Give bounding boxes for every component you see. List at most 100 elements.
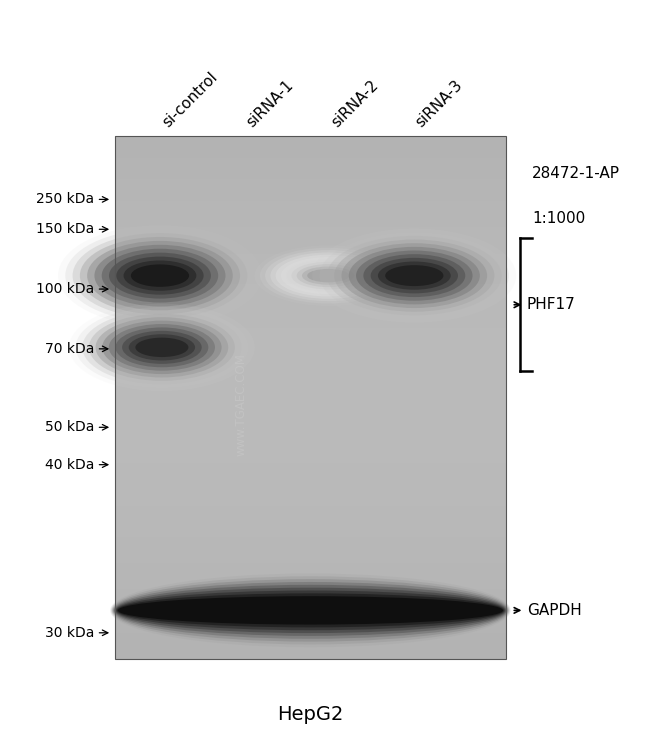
Bar <box>114 480 506 484</box>
Bar <box>114 655 506 659</box>
Bar <box>114 410 506 415</box>
Bar <box>114 598 506 602</box>
Bar <box>114 292 506 297</box>
Ellipse shape <box>83 310 242 384</box>
Bar <box>114 572 506 576</box>
Bar <box>114 371 506 376</box>
Ellipse shape <box>302 266 354 285</box>
Text: 30 kDa: 30 kDa <box>45 626 94 640</box>
Bar <box>114 446 506 450</box>
Bar <box>114 428 506 432</box>
Bar <box>114 602 506 607</box>
Ellipse shape <box>112 579 509 641</box>
Bar <box>114 568 506 572</box>
Text: 250 kDa: 250 kDa <box>36 193 94 206</box>
Bar <box>114 197 506 201</box>
Bar <box>114 175 506 179</box>
Bar <box>114 611 506 615</box>
Ellipse shape <box>75 307 248 388</box>
Text: 40 kDa: 40 kDa <box>45 458 94 472</box>
Bar <box>114 214 506 219</box>
Ellipse shape <box>102 321 222 374</box>
Bar <box>114 275 506 280</box>
Bar <box>114 284 506 289</box>
Bar <box>114 254 506 258</box>
Bar <box>114 424 506 428</box>
Bar <box>114 171 506 175</box>
Bar <box>114 162 506 166</box>
Bar <box>114 362 506 367</box>
Ellipse shape <box>265 250 391 302</box>
Bar <box>114 393 506 398</box>
Ellipse shape <box>291 262 365 290</box>
Ellipse shape <box>370 258 458 293</box>
Bar <box>114 554 506 559</box>
Bar <box>114 384 506 388</box>
Ellipse shape <box>117 593 504 628</box>
Bar <box>114 280 506 284</box>
Bar <box>114 367 506 371</box>
Ellipse shape <box>80 237 240 314</box>
Bar <box>114 227 506 232</box>
Ellipse shape <box>73 233 248 318</box>
Text: HepG2: HepG2 <box>278 706 344 724</box>
Ellipse shape <box>124 260 196 291</box>
Bar <box>114 624 506 628</box>
Bar <box>114 201 506 206</box>
Bar <box>114 223 506 227</box>
Bar <box>114 463 506 467</box>
Bar <box>114 436 506 441</box>
Bar <box>114 193 506 197</box>
Bar <box>114 328 506 332</box>
Bar <box>114 249 506 254</box>
Bar <box>114 166 506 171</box>
Bar <box>114 476 506 480</box>
Bar <box>114 153 506 158</box>
Ellipse shape <box>334 239 495 312</box>
Bar <box>114 323 506 328</box>
Ellipse shape <box>320 232 509 319</box>
Ellipse shape <box>260 248 396 304</box>
Bar <box>114 380 506 384</box>
Bar <box>114 607 506 611</box>
Text: si-control: si-control <box>160 69 221 130</box>
Bar <box>114 450 506 454</box>
Ellipse shape <box>385 266 443 286</box>
Ellipse shape <box>281 257 376 294</box>
Bar <box>114 550 506 554</box>
Ellipse shape <box>129 334 195 361</box>
Ellipse shape <box>276 255 381 296</box>
Bar <box>114 502 506 506</box>
Ellipse shape <box>69 304 255 391</box>
Text: siRNA-2: siRNA-2 <box>328 77 381 130</box>
Bar <box>114 236 506 241</box>
Bar <box>114 262 506 267</box>
Bar <box>114 454 506 458</box>
Bar <box>114 376 506 380</box>
Bar <box>114 267 506 271</box>
Bar <box>114 467 506 472</box>
Ellipse shape <box>111 574 511 647</box>
Bar <box>114 489 506 494</box>
Bar <box>114 302 506 306</box>
Ellipse shape <box>116 256 203 295</box>
Ellipse shape <box>341 243 487 308</box>
Ellipse shape <box>135 338 188 357</box>
Ellipse shape <box>65 229 255 322</box>
Ellipse shape <box>116 328 209 368</box>
Bar <box>114 585 506 590</box>
Bar <box>114 498 506 502</box>
Bar <box>114 232 506 236</box>
Bar <box>114 210 506 214</box>
Text: PHF17: PHF17 <box>527 297 576 312</box>
Bar <box>114 184 506 188</box>
Bar <box>114 576 506 580</box>
Ellipse shape <box>313 229 516 322</box>
Bar <box>114 319 506 323</box>
Bar <box>114 415 506 419</box>
Bar <box>114 271 506 275</box>
Ellipse shape <box>307 269 349 282</box>
Ellipse shape <box>286 260 370 292</box>
Ellipse shape <box>111 576 510 644</box>
Ellipse shape <box>87 241 233 310</box>
